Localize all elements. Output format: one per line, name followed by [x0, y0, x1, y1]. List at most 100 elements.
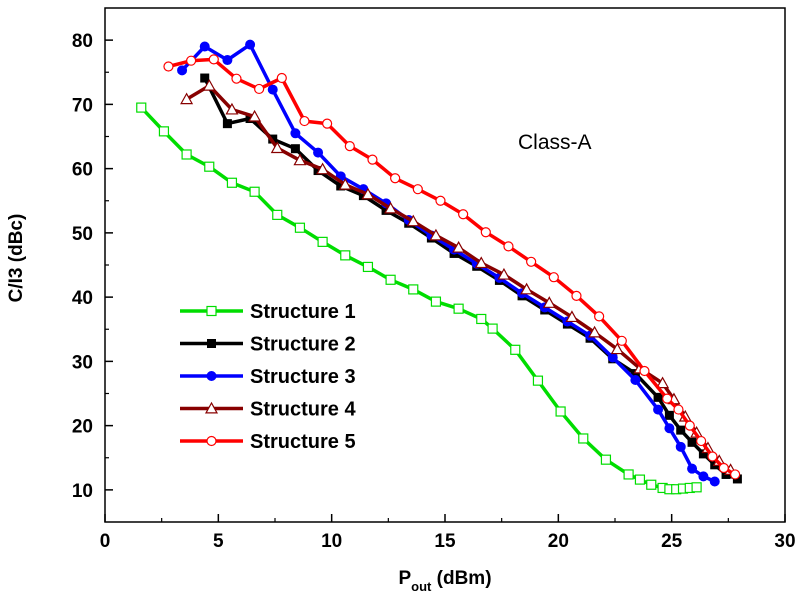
- data-point: [435, 195, 446, 206]
- data-point: [208, 54, 219, 65]
- x-tick-label: 30: [774, 531, 795, 552]
- data-point: [290, 128, 301, 139]
- data-point: [362, 261, 374, 273]
- data-point: [293, 153, 307, 166]
- data-point: [698, 471, 709, 482]
- data-point: [254, 83, 265, 95]
- y-tick-label: 40: [72, 288, 93, 309]
- data-point: [180, 92, 194, 105]
- y-tick-label: 80: [72, 31, 93, 52]
- data-point: [316, 162, 330, 175]
- data-point: [267, 84, 278, 95]
- data-point: [503, 241, 514, 252]
- data-point: [487, 323, 498, 334]
- legend-marker: [206, 305, 217, 317]
- data-point: [430, 296, 442, 307]
- data-point: [453, 303, 464, 314]
- legend-item-2: Structure 2: [180, 334, 356, 356]
- data-point: [578, 433, 589, 444]
- data-point: [497, 267, 511, 280]
- data-point: [623, 469, 634, 480]
- data-point: [231, 73, 242, 84]
- x-tick-label: 25: [661, 531, 683, 552]
- data-point: [510, 344, 521, 355]
- data-point: [163, 61, 174, 72]
- data-point: [616, 335, 627, 346]
- data-point: [630, 375, 641, 386]
- x-axis-title-main: P: [398, 568, 411, 589]
- x-tick-label: 10: [321, 531, 342, 552]
- data-point: [270, 141, 284, 154]
- legend-label: Structure 1: [250, 301, 356, 323]
- data-point: [548, 272, 559, 283]
- data-point: [565, 310, 579, 323]
- data-point: [653, 404, 664, 415]
- data-point: [384, 201, 398, 214]
- data-point: [299, 115, 310, 127]
- data-point: [673, 404, 684, 415]
- data-point: [186, 55, 197, 66]
- data-point: [452, 240, 466, 253]
- y-tick-label: 20: [72, 417, 93, 438]
- data-point: [245, 39, 256, 50]
- data-point: [532, 375, 544, 386]
- data-point: [675, 441, 686, 452]
- data-point: [571, 290, 582, 301]
- data-point: [322, 118, 333, 129]
- data-point: [653, 392, 663, 402]
- data-point: [361, 187, 375, 200]
- x-tick-label: 20: [548, 531, 569, 552]
- data-point: [199, 41, 210, 52]
- legend-marker: [206, 371, 217, 381]
- y-tick-label: 10: [72, 481, 93, 502]
- data-point: [429, 228, 443, 241]
- data-point: [344, 141, 355, 152]
- data-point: [687, 463, 698, 474]
- data-point: [412, 184, 423, 195]
- data-point: [222, 55, 233, 66]
- data-point: [200, 73, 210, 83]
- data-point: [385, 274, 396, 285]
- data-point: [555, 406, 566, 417]
- x-axis-title-unit: (dBm): [431, 568, 491, 589]
- data-point: [225, 102, 239, 115]
- legend-label: Structure 4: [250, 399, 356, 421]
- data-point: [226, 177, 238, 188]
- data-point: [691, 482, 702, 493]
- data-point: [367, 154, 378, 165]
- legend-item-4: Structure 4: [180, 399, 356, 421]
- data-point: [294, 222, 306, 233]
- data-point: [202, 79, 216, 91]
- data-point: [610, 342, 624, 355]
- axes: 0 5 10 15 20 25 30 10 20 30 40 50 60 70 80: [72, 7, 796, 552]
- data-point: [181, 149, 192, 160]
- data-point: [664, 410, 674, 420]
- y-tick-label: 60: [72, 160, 93, 181]
- data-point: [607, 352, 618, 363]
- data-point: [718, 462, 729, 474]
- series-line: [203, 77, 739, 481]
- data-point: [158, 126, 170, 137]
- x-axis-title-subscript: out: [411, 579, 432, 594]
- data-point: [317, 236, 328, 247]
- data-point: [340, 250, 351, 261]
- data-point: [588, 325, 602, 338]
- data-point: [709, 476, 720, 487]
- data-point: [526, 256, 537, 267]
- series-line: [140, 106, 697, 491]
- data-point: [204, 161, 215, 172]
- data-point: [696, 435, 707, 447]
- data-point: [684, 420, 695, 431]
- data-point: [338, 177, 352, 190]
- data-point: [474, 256, 488, 269]
- data-point: [594, 311, 605, 322]
- y-tick-label: 30: [72, 352, 93, 373]
- data-point: [458, 209, 469, 220]
- legend-item-5: Structure 5: [180, 431, 356, 453]
- data-point: [408, 284, 419, 295]
- data-point: [476, 313, 487, 325]
- data-point: [177, 65, 188, 76]
- data-point: [646, 479, 657, 490]
- data-point: [600, 454, 612, 465]
- legend-item-1: Structure 1: [180, 301, 356, 323]
